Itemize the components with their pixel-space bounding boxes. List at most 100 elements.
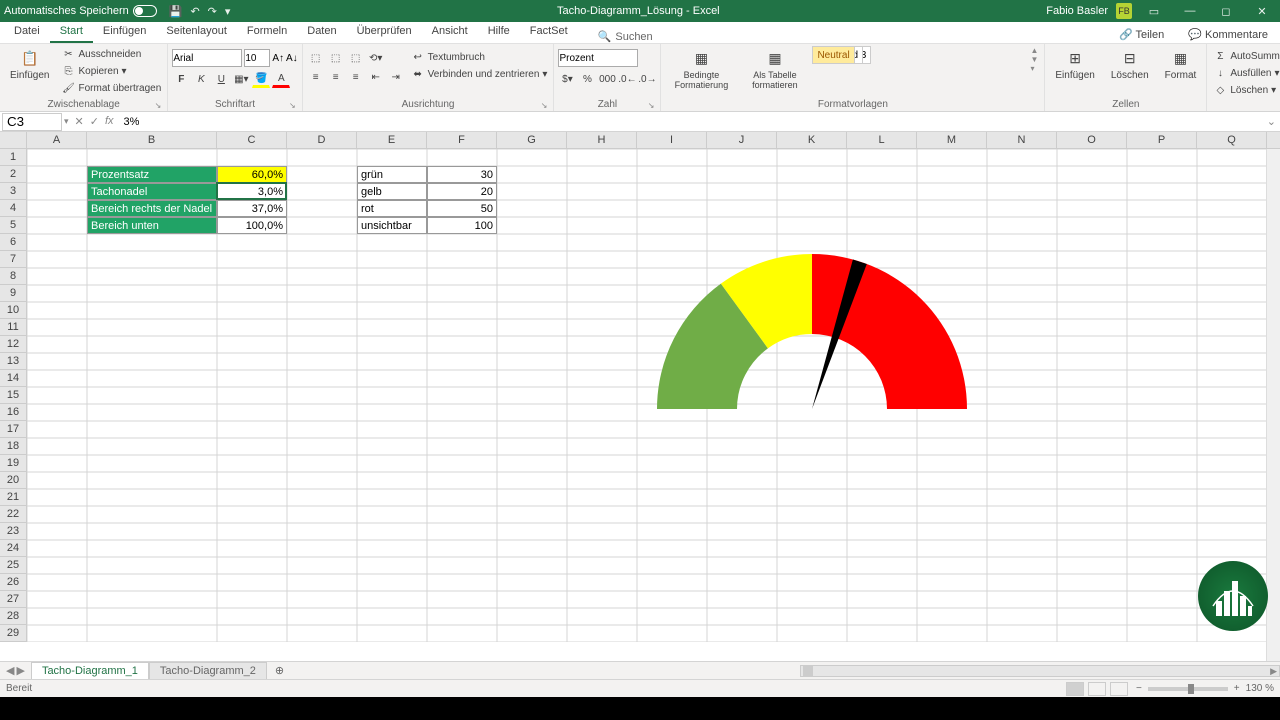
ribbon-tab-factset[interactable]: FactSet [520,21,578,43]
cell[interactable]: Prozentsatz [87,166,217,183]
decrease-font-icon[interactable]: A↓ [286,53,298,64]
name-box[interactable] [2,113,62,131]
launcher-icon[interactable]: ↘ [289,101,296,110]
font-size-input[interactable] [244,49,270,67]
row-header[interactable]: 3 [0,183,26,200]
cell[interactable]: 100 [427,217,497,234]
expand-formula-icon[interactable]: ⌄ [1263,115,1280,128]
launcher-icon[interactable]: ↘ [541,101,548,110]
share-button[interactable]: 🔗 Teilen [1111,26,1172,43]
row-header[interactable]: 16 [0,404,26,421]
row-header[interactable]: 21 [0,489,26,506]
autosave-toggle[interactable]: Automatisches Speichern [4,5,157,17]
gauge-chart[interactable] [652,249,972,414]
column-header[interactable]: O [1057,132,1127,148]
column-header[interactable]: L [847,132,917,148]
qat-more-icon[interactable]: ▾ [225,5,231,18]
row-header[interactable]: 27 [0,591,26,608]
row-header[interactable]: 25 [0,557,26,574]
save-icon[interactable]: 💾 [169,5,183,18]
sheet-tab[interactable]: Tacho-Diagramm_1 [31,662,149,679]
undo-icon[interactable]: ↶ [190,5,199,18]
row-header[interactable]: 10 [0,302,26,319]
clear-button[interactable]: ◇Löschen ▾ [1211,82,1280,98]
inc-decimal-icon[interactable]: .0← [618,70,636,88]
cell[interactable]: unsichtbar [357,217,427,234]
select-all-corner[interactable] [0,132,27,148]
search-box[interactable]: 🔍 Suchen [598,30,653,43]
gallery-more-icon[interactable]: ▾ [1030,64,1038,73]
close-icon[interactable]: ✕ [1248,5,1276,18]
row-header[interactable]: 28 [0,608,26,625]
row-header[interactable]: 19 [0,455,26,472]
ribbon-tab-hilfe[interactable]: Hilfe [478,21,520,43]
format-painter-button[interactable]: 🖌Format übertragen [59,80,163,96]
maximize-icon[interactable]: ◻ [1212,5,1240,18]
column-header[interactable]: F [427,132,497,148]
cell[interactable]: 50 [427,200,497,217]
vertical-scrollbar[interactable] [1266,132,1280,661]
row-header[interactable]: 1 [0,149,26,166]
column-header[interactable]: C [217,132,287,148]
row-header[interactable]: 29 [0,625,26,642]
font-color-button[interactable]: A [272,70,290,88]
column-header[interactable]: M [917,132,987,148]
cell[interactable]: 37,0% [217,200,287,217]
column-header[interactable]: A [27,132,87,148]
align-top-icon[interactable]: ⬚ [307,49,325,67]
paste-button[interactable]: 📋 Einfügen [4,46,55,83]
row-header[interactable]: 8 [0,268,26,285]
align-right-icon[interactable]: ≡ [347,68,365,86]
column-header[interactable]: E [357,132,427,148]
delete-cells-button[interactable]: ⊟Löschen [1105,46,1155,83]
orientation-icon[interactable]: ⟲▾ [367,49,385,67]
ribbon-tab-datei[interactable]: Datei [4,21,50,43]
cell[interactable]: gelb [357,183,427,200]
column-header[interactable]: P [1127,132,1197,148]
spreadsheet-grid[interactable]: ABCDEFGHIJKLMNOPQ 1234567891011121314151… [0,132,1280,661]
row-header[interactable]: 12 [0,336,26,353]
cell[interactable]: rot [357,200,427,217]
insert-cells-button[interactable]: ⊞Einfügen [1049,46,1100,83]
ribbon-tab-überprüfen[interactable]: Überprüfen [347,21,422,43]
row-header[interactable]: 9 [0,285,26,302]
comma-icon[interactable]: 000 [598,70,616,88]
row-header[interactable]: 22 [0,506,26,523]
column-header[interactable]: G [497,132,567,148]
zoom-slider[interactable] [1148,687,1228,691]
row-header[interactable]: 15 [0,387,26,404]
dec-decimal-icon[interactable]: .0→ [638,70,656,88]
row-header[interactable]: 26 [0,574,26,591]
zoom-out-button[interactable]: − [1136,683,1142,694]
ribbon-tab-ansicht[interactable]: Ansicht [422,21,478,43]
launcher-icon[interactable]: ↘ [648,101,655,110]
ribbon-tab-daten[interactable]: Daten [297,21,346,43]
ribbon-display-icon[interactable]: ▭ [1140,5,1168,18]
redo-icon[interactable]: ↷ [208,5,217,18]
fill-button[interactable]: ↓Ausfüllen ▾ [1211,65,1280,81]
underline-button[interactable]: U [212,70,230,88]
user-avatar[interactable]: FB [1116,3,1132,19]
indent-inc-icon[interactable]: ⇥ [387,68,405,86]
italic-button[interactable]: K [192,70,210,88]
cell[interactable]: Bereich rechts der Nadel [87,200,217,217]
row-header[interactable]: 17 [0,421,26,438]
align-center-icon[interactable]: ≡ [327,68,345,86]
row-header[interactable]: 24 [0,540,26,557]
row-header[interactable]: 23 [0,523,26,540]
number-format-select[interactable] [558,49,638,67]
row-header[interactable]: 2 [0,166,26,183]
zoom-level[interactable]: 130 % [1246,683,1274,694]
column-header[interactable]: B [87,132,217,148]
align-left-icon[interactable]: ≡ [307,68,325,86]
column-header[interactable]: J [707,132,777,148]
cell[interactable]: 30 [427,166,497,183]
align-middle-icon[interactable]: ⬚ [327,49,345,67]
sheet-nav-next-icon[interactable]: ▶ [16,664,24,677]
zoom-in-button[interactable]: + [1234,683,1240,694]
autosum-button[interactable]: ΣAutoSumme ▾ [1211,48,1280,64]
comments-button[interactable]: 💬 Kommentare [1180,26,1276,43]
fx-icon[interactable]: fx [105,115,114,128]
wrap-text-button[interactable]: ↩Textumbruch [409,49,550,65]
enter-formula-icon[interactable]: ✓ [90,115,99,128]
